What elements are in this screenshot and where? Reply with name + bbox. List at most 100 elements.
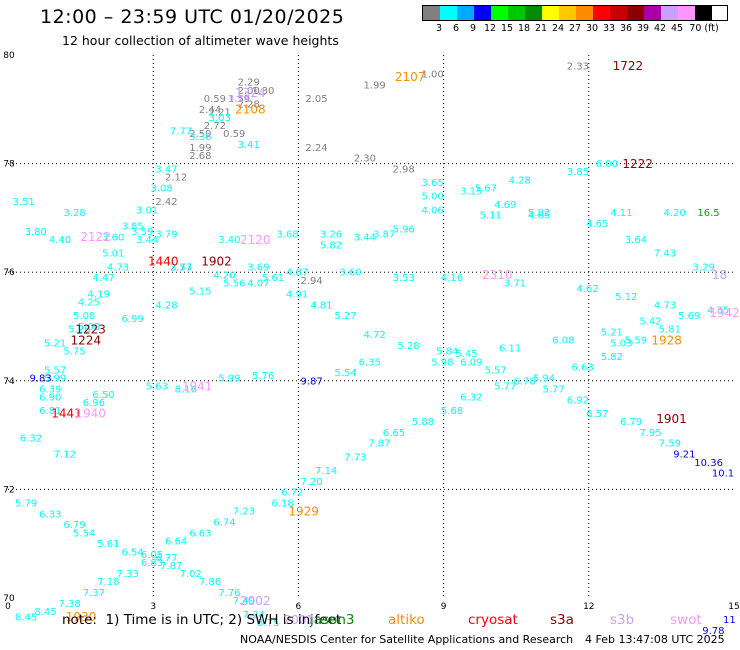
legend-swatch — [440, 6, 457, 20]
swh-value-label: 7.87 — [368, 439, 390, 450]
swh-value-label: 4.07 — [247, 279, 269, 290]
swh-value-label: 5.54 — [334, 368, 356, 379]
swh-value-label: 6.05 — [141, 550, 163, 561]
platform-s3a: s3a — [550, 612, 574, 628]
swh-value-label: 4.25 — [78, 298, 100, 309]
swh-value-label: 2.44 — [199, 105, 221, 116]
legend-tick: 70 (ft) — [689, 23, 719, 34]
pass-time-label: 1929 — [288, 504, 319, 518]
swh-value-label: 3.69 — [247, 262, 269, 273]
swh-value-label: 4.28 — [155, 300, 177, 311]
swh-value-label: 1.59 — [228, 94, 250, 105]
legend-swatch — [491, 6, 508, 20]
swh-value-label: 5.82 — [528, 208, 550, 219]
legend-swatch — [508, 6, 525, 20]
swh-value-label: 5.00 — [422, 192, 444, 203]
swh-value-label: 0.59 — [223, 129, 245, 140]
swh-value-label: 3.51 — [13, 197, 35, 208]
swh-value-label: 7.77 — [170, 127, 192, 138]
swh-value-label: 4.81 — [310, 300, 332, 311]
swh-value-label: 6.11 — [499, 344, 521, 355]
swh-value-label: 6.74 — [213, 517, 235, 528]
swh-value-label: 3.53 — [392, 273, 414, 284]
map-grid — [8, 55, 734, 598]
swh-value-label: 9.83 — [29, 374, 51, 385]
swh-value-label: 2.42 — [155, 197, 177, 208]
swh-value-label: 4.65 — [528, 211, 550, 222]
swh-value-label: 6.72 — [281, 488, 303, 499]
swh-value-label: 6.33 — [39, 509, 61, 520]
swh-value-label: 1.00 — [422, 70, 444, 81]
x-tick-label: 12 — [583, 602, 594, 612]
swh-value-label: 5.21 — [44, 338, 66, 349]
swh-value-label: 7.73 — [344, 452, 366, 463]
swh-value-label: 2.94 — [301, 276, 323, 287]
swh-value-label: 11 — [723, 615, 736, 626]
axis-labels: 0 3 6 9 12 15 80 78 76 74 72 70 — [3, 51, 739, 612]
swh-value-label: 5.77 — [543, 384, 565, 395]
swh-value-label: 7.37 — [83, 588, 105, 599]
swh-value-label: 5.99 — [218, 374, 240, 385]
legend-tick: 45 — [670, 23, 684, 34]
legend-tick: 15 — [500, 23, 514, 34]
swh-value-label: 7.12 — [54, 450, 76, 461]
swh-value-label: 6.78 — [513, 376, 535, 387]
units-note: note: 1) Time is in UTC; 2) SWH is in fe… — [62, 612, 342, 628]
pass-time-label: 2107 — [395, 70, 426, 84]
swh-value-label: 10.1 — [712, 469, 734, 480]
swh-value-label: 3.71 — [504, 279, 526, 290]
pass-time-label: 2120 — [240, 233, 271, 247]
swh-value-label: 5.88 — [412, 417, 434, 428]
swh-value-label: 6.63 — [189, 528, 211, 539]
generation-timestamp: 4 Feb 13:47:08 UTC 2025 — [585, 633, 725, 646]
swh-value-label: 2.21 — [209, 108, 231, 119]
credit-line: NOAA/NESDIS Center for Satellite Applica… — [240, 633, 574, 646]
swh-value-label: 4.11 — [610, 208, 632, 219]
swh-value-label: 5.57 — [484, 365, 506, 376]
swh-value-label: 3.87 — [373, 230, 395, 241]
swh-value-label: 5.28 — [397, 341, 419, 352]
swh-value-label: 16.5 — [697, 208, 719, 219]
x-tick-label: 0 — [5, 602, 11, 612]
legend-tick: 18 — [517, 23, 531, 34]
swh-value-label: 5.96 — [392, 224, 414, 235]
swh-value-label: 2.33 — [567, 61, 589, 72]
swh-value-label: 7.76 — [218, 588, 240, 599]
swh-value-label: 1.99 — [189, 143, 211, 154]
pass-time-label: 2310 — [482, 268, 513, 282]
pass-time-label: 1222 — [622, 157, 653, 171]
swh-value-label: 4.73 — [107, 262, 129, 273]
swh-value-label: 4.62 — [576, 284, 598, 295]
legend-swatch — [678, 6, 695, 20]
swh-value-label: 5.57 — [44, 365, 66, 376]
legend-swatch — [695, 6, 712, 20]
legend-tick: 3 — [435, 23, 443, 34]
swh-value-label: 4.87 — [286, 268, 308, 279]
swh-value-label: 5.45 — [455, 349, 477, 360]
platform-jason3: jason3 — [310, 612, 355, 628]
legend-swatch — [661, 6, 678, 20]
swh-value-label: 7.14 — [315, 466, 337, 477]
swh-value-label: 1.80 — [252, 86, 274, 97]
legend-tick: 39 — [636, 23, 650, 34]
swh-value-label: 7.38 — [59, 599, 81, 610]
swh-value-label: 6.39 — [39, 384, 61, 395]
swh-value-label: 5.08 — [73, 311, 95, 322]
swh-value-label: 5.77 — [494, 382, 516, 393]
swh-value-label: 5.94 — [533, 374, 555, 385]
platform-cryosat: cryosat — [468, 612, 518, 628]
swh-value-label: 6.79 — [63, 520, 85, 531]
swh-value-label: 6.64 — [165, 536, 187, 547]
swh-value-label: 5.01 — [102, 249, 124, 260]
swh-value-label: 3.24 — [228, 94, 250, 105]
y-tick-label: 70 — [3, 594, 15, 604]
legend-tick: 36 — [619, 23, 633, 34]
swh-value-label: 4.16 — [441, 273, 463, 284]
legend-tick: 30 — [585, 23, 599, 34]
swh-value-label: 7.86 — [199, 577, 221, 588]
swh-value-label: 3.44 — [354, 232, 376, 243]
swh-value-label: 4.73 — [654, 300, 676, 311]
swh-value-label: 4.20 — [213, 270, 235, 281]
swh-value-label: 6.18 — [271, 498, 293, 509]
swh-value-label: 6.32 — [460, 393, 482, 404]
